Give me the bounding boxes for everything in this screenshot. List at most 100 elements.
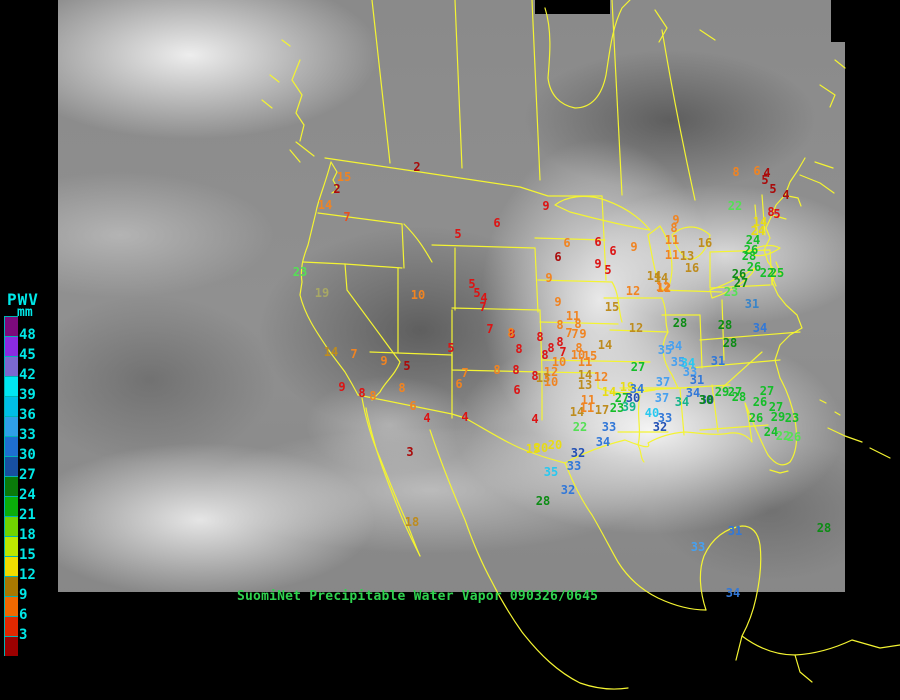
station-pwv-value: 3 <box>406 445 414 459</box>
station-pwv-value: 11 <box>565 309 581 323</box>
station-pwv-value: 10 <box>551 355 567 369</box>
station-pwv-value: 8 <box>767 205 775 219</box>
station-pwv-value: 27 <box>759 384 775 398</box>
station-pwv-value: 16 <box>697 236 713 250</box>
station-pwv-value: 6 <box>455 377 463 391</box>
station-pwv-value: 9 <box>554 295 562 309</box>
legend-tick-label: 36 <box>19 407 36 423</box>
station-pwv-value: 33 <box>601 420 617 434</box>
legend-tick-label: 3 <box>19 627 28 643</box>
station-pwv-value: 6 <box>554 250 562 264</box>
station-pwv-value: 33 <box>682 365 698 379</box>
station-pwv-value: 26 <box>748 411 764 425</box>
station-pwv-value: 5 <box>761 173 769 187</box>
station-pwv-value: 8 <box>507 326 515 340</box>
station-pwv-value: 12 <box>656 281 672 295</box>
station-pwv-value: 10 <box>570 348 586 362</box>
station-pwv-value: 33 <box>657 411 673 425</box>
station-pwv-value: 9 <box>672 213 680 227</box>
station-pwv-value: 20 <box>547 438 563 452</box>
legend-unit: mm <box>17 305 33 320</box>
station-pwv-value: 31 <box>744 297 760 311</box>
station-pwv-value: 4 <box>531 412 539 426</box>
station-pwv-value: 7 <box>565 326 573 340</box>
station-pwv-value: 34 <box>629 382 645 396</box>
station-pwv-value: 26 <box>731 267 747 281</box>
station-pwv-value: 28 <box>731 390 747 404</box>
station-pwv-value: 8 <box>541 348 549 362</box>
station-pwv-value: 34 <box>685 386 701 400</box>
station-pwv-value: 7 <box>343 210 351 224</box>
legend-color-box <box>4 636 18 656</box>
station-pwv-value: 23 <box>784 411 800 425</box>
station-pwv-value: 26 <box>786 430 802 444</box>
station-pwv-value: 14 <box>317 198 333 212</box>
legend-tick-label: 42 <box>19 367 36 383</box>
legend-color-box <box>4 616 18 636</box>
legend-tick-label: 15 <box>19 547 36 563</box>
station-pwv-value: 11 <box>664 248 680 262</box>
station-pwv-value: 10 <box>410 288 426 302</box>
station-pwv-value: 14 <box>653 271 669 285</box>
station-pwv-value: 26 <box>743 243 759 257</box>
station-pwv-value: 7 <box>571 327 579 341</box>
station-pwv-value: 34 <box>752 321 768 335</box>
station-pwv-value: 35 <box>543 465 559 479</box>
station-pwv-value: 12 <box>543 365 559 379</box>
station-pwv-value: 7 <box>479 300 487 314</box>
station-pwv-value: 40 <box>644 406 660 420</box>
station-pwv-value: 8 <box>358 386 366 400</box>
station-pwv-value: 6 <box>513 383 521 397</box>
station-pwv-value: 8 <box>732 165 740 179</box>
station-pwv-value: 34 <box>595 435 611 449</box>
station-pwv-value: 17 <box>594 403 610 417</box>
legend-color-box <box>4 316 18 336</box>
station-pwv-value: 8 <box>531 369 539 383</box>
legend-color-box <box>4 376 18 396</box>
station-pwv-value: 14 <box>646 269 662 283</box>
station-pwv-value: 11 <box>664 233 680 247</box>
station-pwv-value: 13 <box>679 249 695 263</box>
station-pwv-value: 15 <box>336 170 352 184</box>
legend-tick-label: 21 <box>19 507 36 523</box>
station-pwv-value: 29 <box>714 385 730 399</box>
station-pwv-value: 32 <box>560 483 576 497</box>
station-pwv-value: 9 <box>338 380 346 394</box>
station-pwv-value: 8 <box>493 363 501 377</box>
station-pwv-value: 34 <box>667 339 683 353</box>
station-pwv-value: 11 <box>580 393 596 407</box>
station-pwv-value: 28 <box>722 336 738 350</box>
station-pwv-value: 6 <box>493 216 501 230</box>
station-pwv-value: 8 <box>369 389 377 403</box>
station-pwv-value: 31 <box>710 354 726 368</box>
station-pwv-value: 22 <box>759 266 775 280</box>
legend-color-box <box>4 496 18 516</box>
station-pwv-value: 34 <box>680 356 696 370</box>
station-pwv-value: 27 <box>768 400 784 414</box>
station-pwv-value: 35 <box>657 343 673 357</box>
station-pwv-value: 7 <box>461 366 469 380</box>
station-pwv-value: 8 <box>670 221 678 235</box>
station-pwv-value: 12 <box>628 321 644 335</box>
legend-color-box <box>4 536 18 556</box>
station-pwv-value: 24 <box>750 224 766 238</box>
station-pwv-value: 4 <box>782 188 790 202</box>
station-pwv-value: 31 <box>689 373 705 387</box>
legend-color-box <box>4 556 18 576</box>
station-pwv-value: 33 <box>566 459 582 473</box>
station-pwv-value: 8 <box>536 330 544 344</box>
station-pwv-value: 27 <box>630 360 646 374</box>
legend-color-box <box>4 596 18 616</box>
station-pwv-value: 5 <box>403 359 411 373</box>
station-pwv-value: 15 <box>604 300 620 314</box>
station-pwv-value: 27 <box>614 391 630 405</box>
legend-tick-label: 6 <box>19 607 28 623</box>
legend-tick-label: 12 <box>19 567 36 583</box>
station-pwv-value: 7 <box>486 322 494 336</box>
station-pwv-value: 28 <box>672 316 688 330</box>
station-pwv-value: 12 <box>593 370 609 384</box>
station-pwv-value: 28 <box>816 521 832 535</box>
